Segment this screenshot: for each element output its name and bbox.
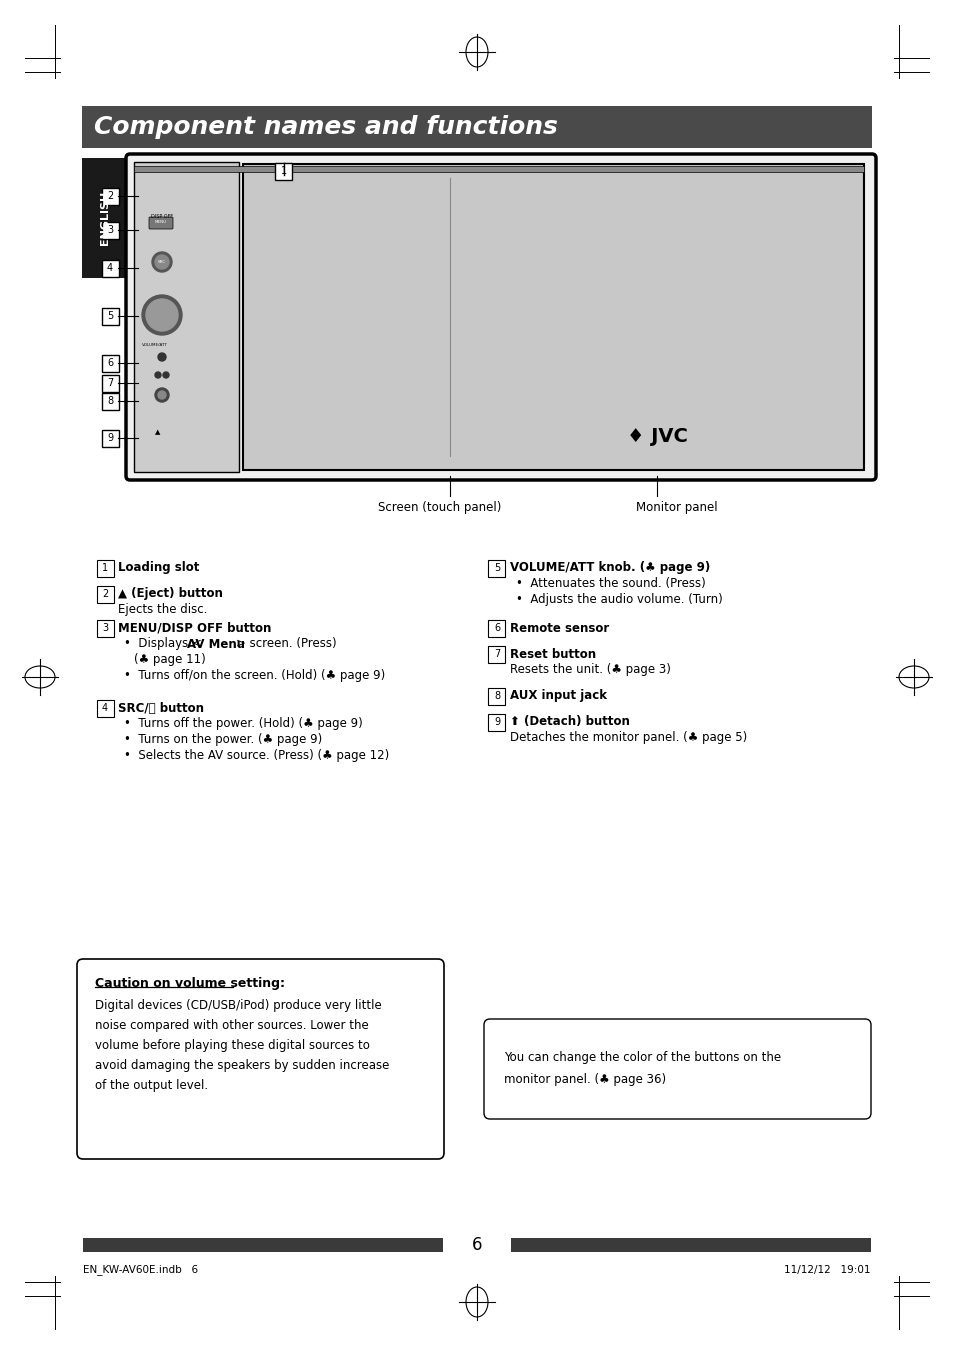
Circle shape: [154, 255, 169, 269]
Bar: [83, 1238, 442, 1252]
FancyBboxPatch shape: [275, 162, 293, 180]
Circle shape: [146, 299, 178, 330]
FancyBboxPatch shape: [101, 393, 118, 409]
Circle shape: [152, 252, 172, 272]
FancyBboxPatch shape: [77, 959, 443, 1159]
FancyBboxPatch shape: [96, 700, 113, 716]
FancyBboxPatch shape: [126, 154, 875, 481]
Text: 9: 9: [494, 718, 499, 727]
Text: Reset button: Reset button: [510, 647, 596, 661]
Text: MENU: MENU: [154, 219, 167, 223]
Text: Detaches the monitor panel. (♣ page 5): Detaches the monitor panel. (♣ page 5): [510, 731, 746, 745]
FancyBboxPatch shape: [96, 620, 113, 636]
Text: AUX input jack: AUX input jack: [510, 689, 606, 703]
Text: Component names and functions: Component names and functions: [94, 115, 558, 139]
FancyBboxPatch shape: [101, 429, 118, 447]
Text: Loading slot: Loading slot: [118, 562, 199, 574]
Circle shape: [158, 353, 166, 362]
FancyBboxPatch shape: [101, 187, 118, 204]
Circle shape: [154, 372, 161, 378]
Circle shape: [154, 389, 169, 402]
Text: 1: 1: [102, 563, 108, 573]
FancyBboxPatch shape: [96, 585, 113, 603]
Text: avoid damaging the speakers by sudden increase: avoid damaging the speakers by sudden in…: [95, 1059, 389, 1071]
Text: 7: 7: [494, 649, 499, 659]
Text: Caution on volume setting:: Caution on volume setting:: [95, 976, 285, 990]
Bar: [82, 158, 128, 278]
Text: (♣ page 11): (♣ page 11): [133, 654, 206, 666]
Text: AV Menu: AV Menu: [187, 638, 245, 650]
Text: 2: 2: [102, 589, 108, 598]
Text: 11/12/12   19:01: 11/12/12 19:01: [783, 1265, 870, 1275]
Text: •  Displays <: • Displays <: [124, 638, 202, 650]
FancyBboxPatch shape: [488, 714, 505, 731]
Text: 6: 6: [471, 1236, 482, 1254]
Text: Ejects the disc.: Ejects the disc.: [118, 604, 207, 616]
Text: ⬆ (Detach) button: ⬆ (Detach) button: [510, 715, 629, 728]
Text: You can change the color of the buttons on the: You can change the color of the buttons …: [503, 1051, 781, 1063]
FancyBboxPatch shape: [101, 222, 118, 238]
Text: 1: 1: [280, 167, 287, 176]
Text: 8: 8: [494, 691, 499, 701]
Text: EN_KW-AV60E.indb   6: EN_KW-AV60E.indb 6: [83, 1265, 198, 1275]
Text: ENGLISH: ENGLISH: [100, 191, 110, 245]
Circle shape: [158, 391, 166, 399]
FancyBboxPatch shape: [96, 559, 113, 577]
FancyBboxPatch shape: [101, 307, 118, 325]
FancyBboxPatch shape: [488, 620, 505, 636]
Text: Digital devices (CD/USB/iPod) produce very little: Digital devices (CD/USB/iPod) produce ve…: [95, 998, 381, 1011]
Text: 9: 9: [107, 433, 113, 443]
Text: VOLUME/ATT: VOLUME/ATT: [142, 343, 168, 347]
Text: 4: 4: [107, 263, 113, 274]
Text: Screen (touch panel): Screen (touch panel): [378, 501, 501, 515]
Text: SRC/⏻ button: SRC/⏻ button: [118, 701, 204, 715]
Text: ▲: ▲: [155, 429, 160, 435]
Circle shape: [163, 372, 169, 378]
Text: volume before playing these digital sources to: volume before playing these digital sour…: [95, 1039, 370, 1052]
FancyBboxPatch shape: [101, 355, 118, 371]
Bar: [82, 106, 871, 148]
Text: ♦ JVC: ♦ JVC: [626, 427, 687, 445]
Text: 6: 6: [107, 357, 113, 368]
Circle shape: [142, 295, 182, 334]
Bar: [133, 162, 239, 473]
FancyBboxPatch shape: [149, 217, 172, 229]
Text: Monitor panel: Monitor panel: [636, 501, 717, 515]
Text: > screen. (Press): > screen. (Press): [235, 638, 336, 650]
Text: of the output level.: of the output level.: [95, 1079, 208, 1091]
Text: •  Selects the AV source. (Press) (♣ page 12): • Selects the AV source. (Press) (♣ page…: [124, 750, 389, 762]
Text: •  Turns on the power. (♣ page 9): • Turns on the power. (♣ page 9): [124, 734, 322, 746]
Text: SRC: SRC: [158, 260, 166, 264]
FancyBboxPatch shape: [101, 260, 118, 276]
Bar: [133, 167, 863, 172]
Text: •  Attenuates the sound. (Press): • Attenuates the sound. (Press): [516, 578, 705, 590]
Text: Resets the unit. (♣ page 3): Resets the unit. (♣ page 3): [510, 663, 670, 677]
Text: •  Turns off the power. (Hold) (♣ page 9): • Turns off the power. (Hold) (♣ page 9): [124, 718, 362, 731]
FancyBboxPatch shape: [483, 1020, 870, 1118]
Text: MENU/DISP OFF button: MENU/DISP OFF button: [118, 621, 271, 635]
Text: 8: 8: [107, 395, 113, 406]
Text: 5: 5: [107, 311, 113, 321]
Text: ▲ (Eject) button: ▲ (Eject) button: [118, 588, 223, 601]
FancyBboxPatch shape: [101, 375, 118, 391]
Text: •  Adjusts the audio volume. (Turn): • Adjusts the audio volume. (Turn): [516, 593, 722, 607]
Text: 5: 5: [494, 563, 499, 573]
Text: 6: 6: [494, 623, 499, 634]
Text: 2: 2: [107, 191, 113, 200]
FancyBboxPatch shape: [488, 688, 505, 704]
Text: 3: 3: [107, 225, 113, 236]
Text: monitor panel. (♣ page 36): monitor panel. (♣ page 36): [503, 1072, 665, 1086]
FancyBboxPatch shape: [488, 646, 505, 662]
Bar: [511, 1238, 870, 1252]
Text: Remote sensor: Remote sensor: [510, 621, 609, 635]
Text: 7: 7: [107, 378, 113, 389]
Text: 4: 4: [102, 703, 108, 714]
Text: •  Turns off/on the screen. (Hold) (♣ page 9): • Turns off/on the screen. (Hold) (♣ pag…: [124, 669, 385, 682]
Bar: [243, 164, 863, 470]
Text: noise compared with other sources. Lower the: noise compared with other sources. Lower…: [95, 1018, 369, 1032]
Text: 3: 3: [102, 623, 108, 634]
Text: DISP OFF: DISP OFF: [151, 214, 172, 218]
FancyBboxPatch shape: [488, 559, 505, 577]
Text: VOLUME/ATT knob. (♣ page 9): VOLUME/ATT knob. (♣ page 9): [510, 562, 709, 574]
